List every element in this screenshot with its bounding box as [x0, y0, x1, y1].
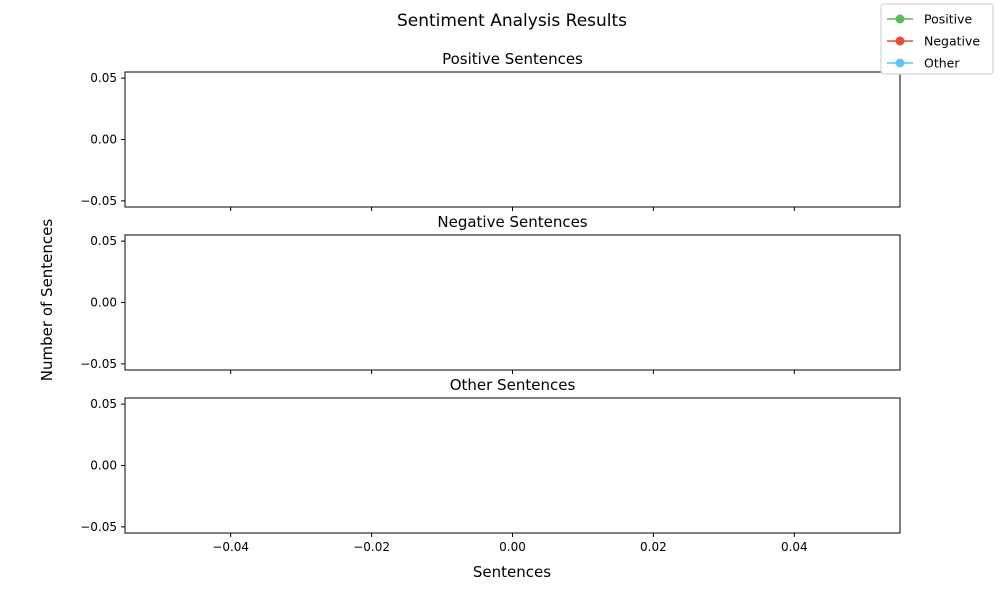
subplot-title: Other Sentences [450, 376, 576, 394]
legend-entries: Positive Negative Other [887, 12, 980, 71]
y-axis-label: Number of Sentences [38, 219, 56, 382]
legend: Positive Negative Other [880, 3, 994, 75]
y-tick-label: −0.05 [80, 194, 117, 208]
legend-marker [895, 58, 905, 68]
y-tick-label: 0.05 [90, 234, 117, 248]
subplot-title: Negative Sentences [437, 213, 587, 231]
y-tick-label: 0.00 [90, 296, 117, 310]
x-tick-label: 0.02 [640, 540, 667, 554]
subplot-negative: Negative Sentences −0.05 0.00 0.05 [80, 213, 901, 374]
y-tick-label: 0.00 [90, 459, 117, 473]
x-tick-label: 0.00 [499, 540, 526, 554]
x-tick-label: −0.02 [353, 540, 390, 554]
subplots: Positive Sentences−0.050.000.05Negative … [80, 50, 901, 554]
legend-marker [895, 36, 905, 46]
subplot-positive: Positive Sentences −0.05 0.00 0.05 [80, 50, 901, 211]
x-tick-label: −0.04 [212, 540, 249, 554]
legend-entry-other: Other [887, 56, 960, 71]
x-axis-label: Sentences [473, 563, 551, 581]
subplot-title: Positive Sentences [442, 50, 583, 68]
legend-label: Other [924, 56, 960, 71]
legend-box [880, 3, 994, 75]
legend-entry-positive: Positive [887, 12, 972, 27]
subplot-other: Other Sentences −0.05 0.00 0.05 −0.04 −0.02 0.… [80, 376, 901, 554]
legend-marker [895, 14, 905, 24]
y-tick-label: 0.05 [90, 397, 117, 411]
y-tick-label: −0.05 [80, 520, 117, 534]
legend-label: Positive [924, 12, 972, 27]
legend-entry-negative: Negative [887, 34, 980, 49]
y-tick-label: 0.00 [90, 133, 117, 147]
y-tick-label: 0.05 [90, 71, 117, 85]
y-tick-label: −0.05 [80, 357, 117, 371]
x-tick-label: 0.04 [781, 540, 808, 554]
figure-title: Sentiment Analysis Results [397, 11, 627, 31]
legend-label: Negative [924, 34, 980, 49]
